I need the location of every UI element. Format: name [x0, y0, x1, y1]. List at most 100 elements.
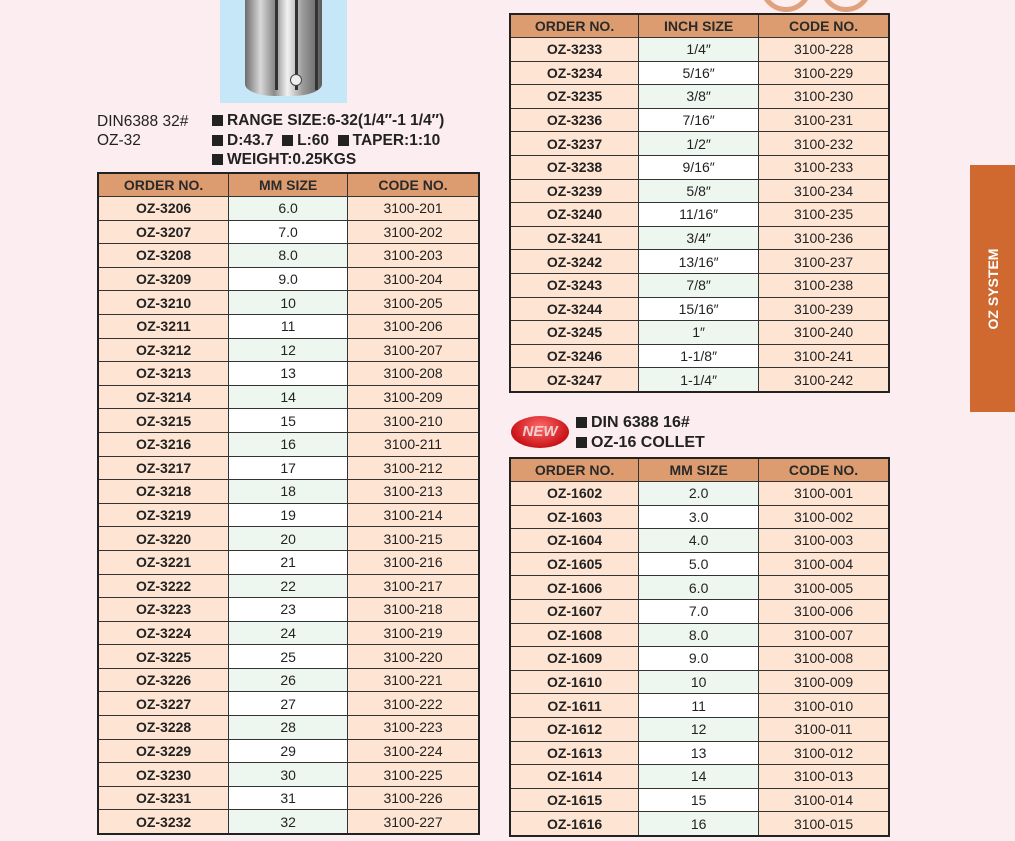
size-cell: 24	[228, 620, 349, 646]
code-no-cell: 3100-206	[347, 313, 480, 339]
order-no-cell: OZ-3210	[97, 290, 230, 315]
size-cell: 22	[228, 573, 349, 599]
table-row: OZ-3208 8.0 3100-203	[97, 243, 480, 268]
order-no-cell: OZ-1607	[509, 598, 640, 624]
size-cell: 5/8″	[638, 178, 760, 204]
table-row: OZ-3235 3/8″ 3100-230	[509, 84, 890, 109]
code-no-cell: 3100-238	[758, 272, 890, 298]
order-no-cell: OZ-3208	[97, 243, 230, 268]
table-row: OZ-3237 1/2″ 3100-232	[509, 131, 890, 156]
size-cell: 9/16″	[638, 154, 760, 180]
order-no-cell: OZ-3236	[509, 107, 640, 133]
code-no-cell: 3100-202	[347, 219, 480, 245]
size-cell: 13	[228, 361, 349, 386]
order-no-cell: OZ-3246	[509, 343, 640, 369]
header-row: ORDER NO. INCH SIZE CODE NO.	[509, 13, 890, 38]
table-row: OZ-3227 27 3100-222	[97, 691, 480, 717]
order-no-cell: OZ-1604	[509, 528, 640, 553]
code-no-cell: 3100-005	[758, 575, 890, 600]
table-row: OZ-3217 17 3100-212	[97, 455, 480, 481]
size-cell: 14	[638, 764, 760, 789]
table-row: OZ-3231 31 3100-226	[97, 785, 480, 811]
order-no-cell: OZ-3237	[509, 131, 640, 156]
inch-table: ORDER NO. INCH SIZE CODE NO. OZ-3233 1/4″ 310…	[509, 13, 890, 393]
code-no-cell: 3100-010	[758, 693, 890, 718]
order-no-cell: OZ-3227	[97, 691, 230, 717]
table-row: OZ-1612 12 3100-011	[509, 716, 890, 742]
size-cell: 7/8″	[638, 272, 760, 298]
column-header: CODE NO.	[758, 457, 890, 482]
order-no-cell: OZ-3231	[97, 785, 230, 811]
table-row: OZ-3223 23 3100-218	[97, 597, 480, 622]
table-row: OZ-3224 24 3100-219	[97, 620, 480, 646]
size-cell: 11	[228, 313, 349, 339]
order-no-cell: OZ-1613	[509, 740, 640, 766]
table-row: OZ-1610 10 3100-009	[509, 669, 890, 695]
code-no-cell: 3100-234	[758, 178, 890, 204]
collet-ring-image	[760, 0, 812, 12]
table-row: OZ-3210 10 3100-205	[97, 290, 480, 315]
code-no-cell: 3100-009	[758, 669, 890, 695]
table-row: OZ-1615 15 3100-014	[509, 787, 890, 813]
spec-collet: OZ-16 COLLET	[591, 433, 705, 451]
model-label: OZ-32	[97, 132, 141, 149]
code-no-cell: 3100-236	[758, 225, 890, 251]
table-row: OZ-1605 5.0 3100-004	[509, 551, 890, 577]
table-row: OZ-1611 11 3100-010	[509, 693, 890, 718]
order-no-cell: OZ-3211	[97, 313, 230, 339]
table-row: OZ-3239 5/8″ 3100-234	[509, 178, 890, 204]
order-no-cell: OZ-1605	[509, 551, 640, 577]
size-cell: 8.0	[638, 622, 760, 648]
spec-din: DIN 6388 16#	[591, 414, 690, 431]
order-no-cell: OZ-3219	[97, 502, 230, 528]
order-no-cell: OZ-3233	[509, 37, 640, 62]
size-cell: 15/16″	[638, 296, 760, 322]
order-no-cell: OZ-3245	[509, 320, 640, 345]
size-cell: 2.0	[638, 481, 760, 506]
table-row: OZ-1613 13 3100-012	[509, 740, 890, 766]
order-no-cell: OZ-3234	[509, 60, 640, 86]
table-row: OZ-3215 15 3100-210	[97, 408, 480, 433]
code-no-cell: 3100-232	[758, 131, 890, 156]
size-cell: 4.0	[638, 528, 760, 553]
code-no-cell: 3100-231	[758, 107, 890, 133]
order-no-cell: OZ-1612	[509, 716, 640, 742]
size-cell: 10	[228, 290, 349, 315]
spec-d: D:43.7	[227, 131, 274, 149]
code-no-cell: 3100-217	[347, 573, 480, 599]
order-no-cell: OZ-3223	[97, 597, 230, 622]
code-no-cell: 3100-204	[347, 266, 480, 292]
spec-range: RANGE SIZE:6-32(1/4″-1 1/4″)	[227, 112, 445, 129]
code-no-cell: 3100-228	[758, 37, 890, 62]
order-no-cell: OZ-3229	[97, 738, 230, 764]
table-row: OZ-1607 7.0 3100-006	[509, 598, 890, 624]
table-row: OZ-1603 3.0 3100-002	[509, 504, 890, 530]
code-no-cell: 3100-201	[347, 196, 480, 221]
section-tab-label: OZ SYSTEM	[984, 248, 1001, 329]
code-no-cell: 3100-237	[758, 249, 890, 274]
size-cell: 10	[638, 669, 760, 695]
size-cell: 27	[228, 691, 349, 717]
size-cell: 18	[228, 479, 349, 504]
size-cell: 9.0	[228, 266, 349, 292]
size-cell: 6.0	[228, 196, 349, 221]
table-row: OZ-3238 9/16″ 3100-233	[509, 154, 890, 180]
spec-taper: TAPER:1:10	[352, 131, 441, 149]
order-no-cell: OZ-3241	[509, 225, 640, 251]
order-no-cell: OZ-3240	[509, 202, 640, 227]
code-no-cell: 3100-008	[758, 646, 890, 671]
table-row: OZ-3222 22 3100-217	[97, 573, 480, 599]
size-cell: 15	[638, 787, 760, 813]
size-cell: 20	[228, 526, 349, 551]
size-cell: 7.0	[228, 219, 349, 245]
order-no-cell: OZ-1608	[509, 622, 640, 648]
code-no-cell: 3100-216	[347, 549, 480, 575]
oz32-specs: RANGE SIZE:6-32(1/4″-1 1/4″) D:43.7 L:60…	[212, 111, 444, 170]
column-header: MM SIZE	[638, 457, 760, 482]
size-cell: 28	[228, 715, 349, 740]
code-no-cell: 3100-007	[758, 622, 890, 648]
code-no-cell: 3100-013	[758, 764, 890, 789]
section-tab[interactable]: OZ SYSTEM	[970, 165, 1015, 412]
table-row: OZ-3228 28 3100-223	[97, 715, 480, 740]
table-row: OZ-1616 16 3100-015	[509, 811, 890, 837]
